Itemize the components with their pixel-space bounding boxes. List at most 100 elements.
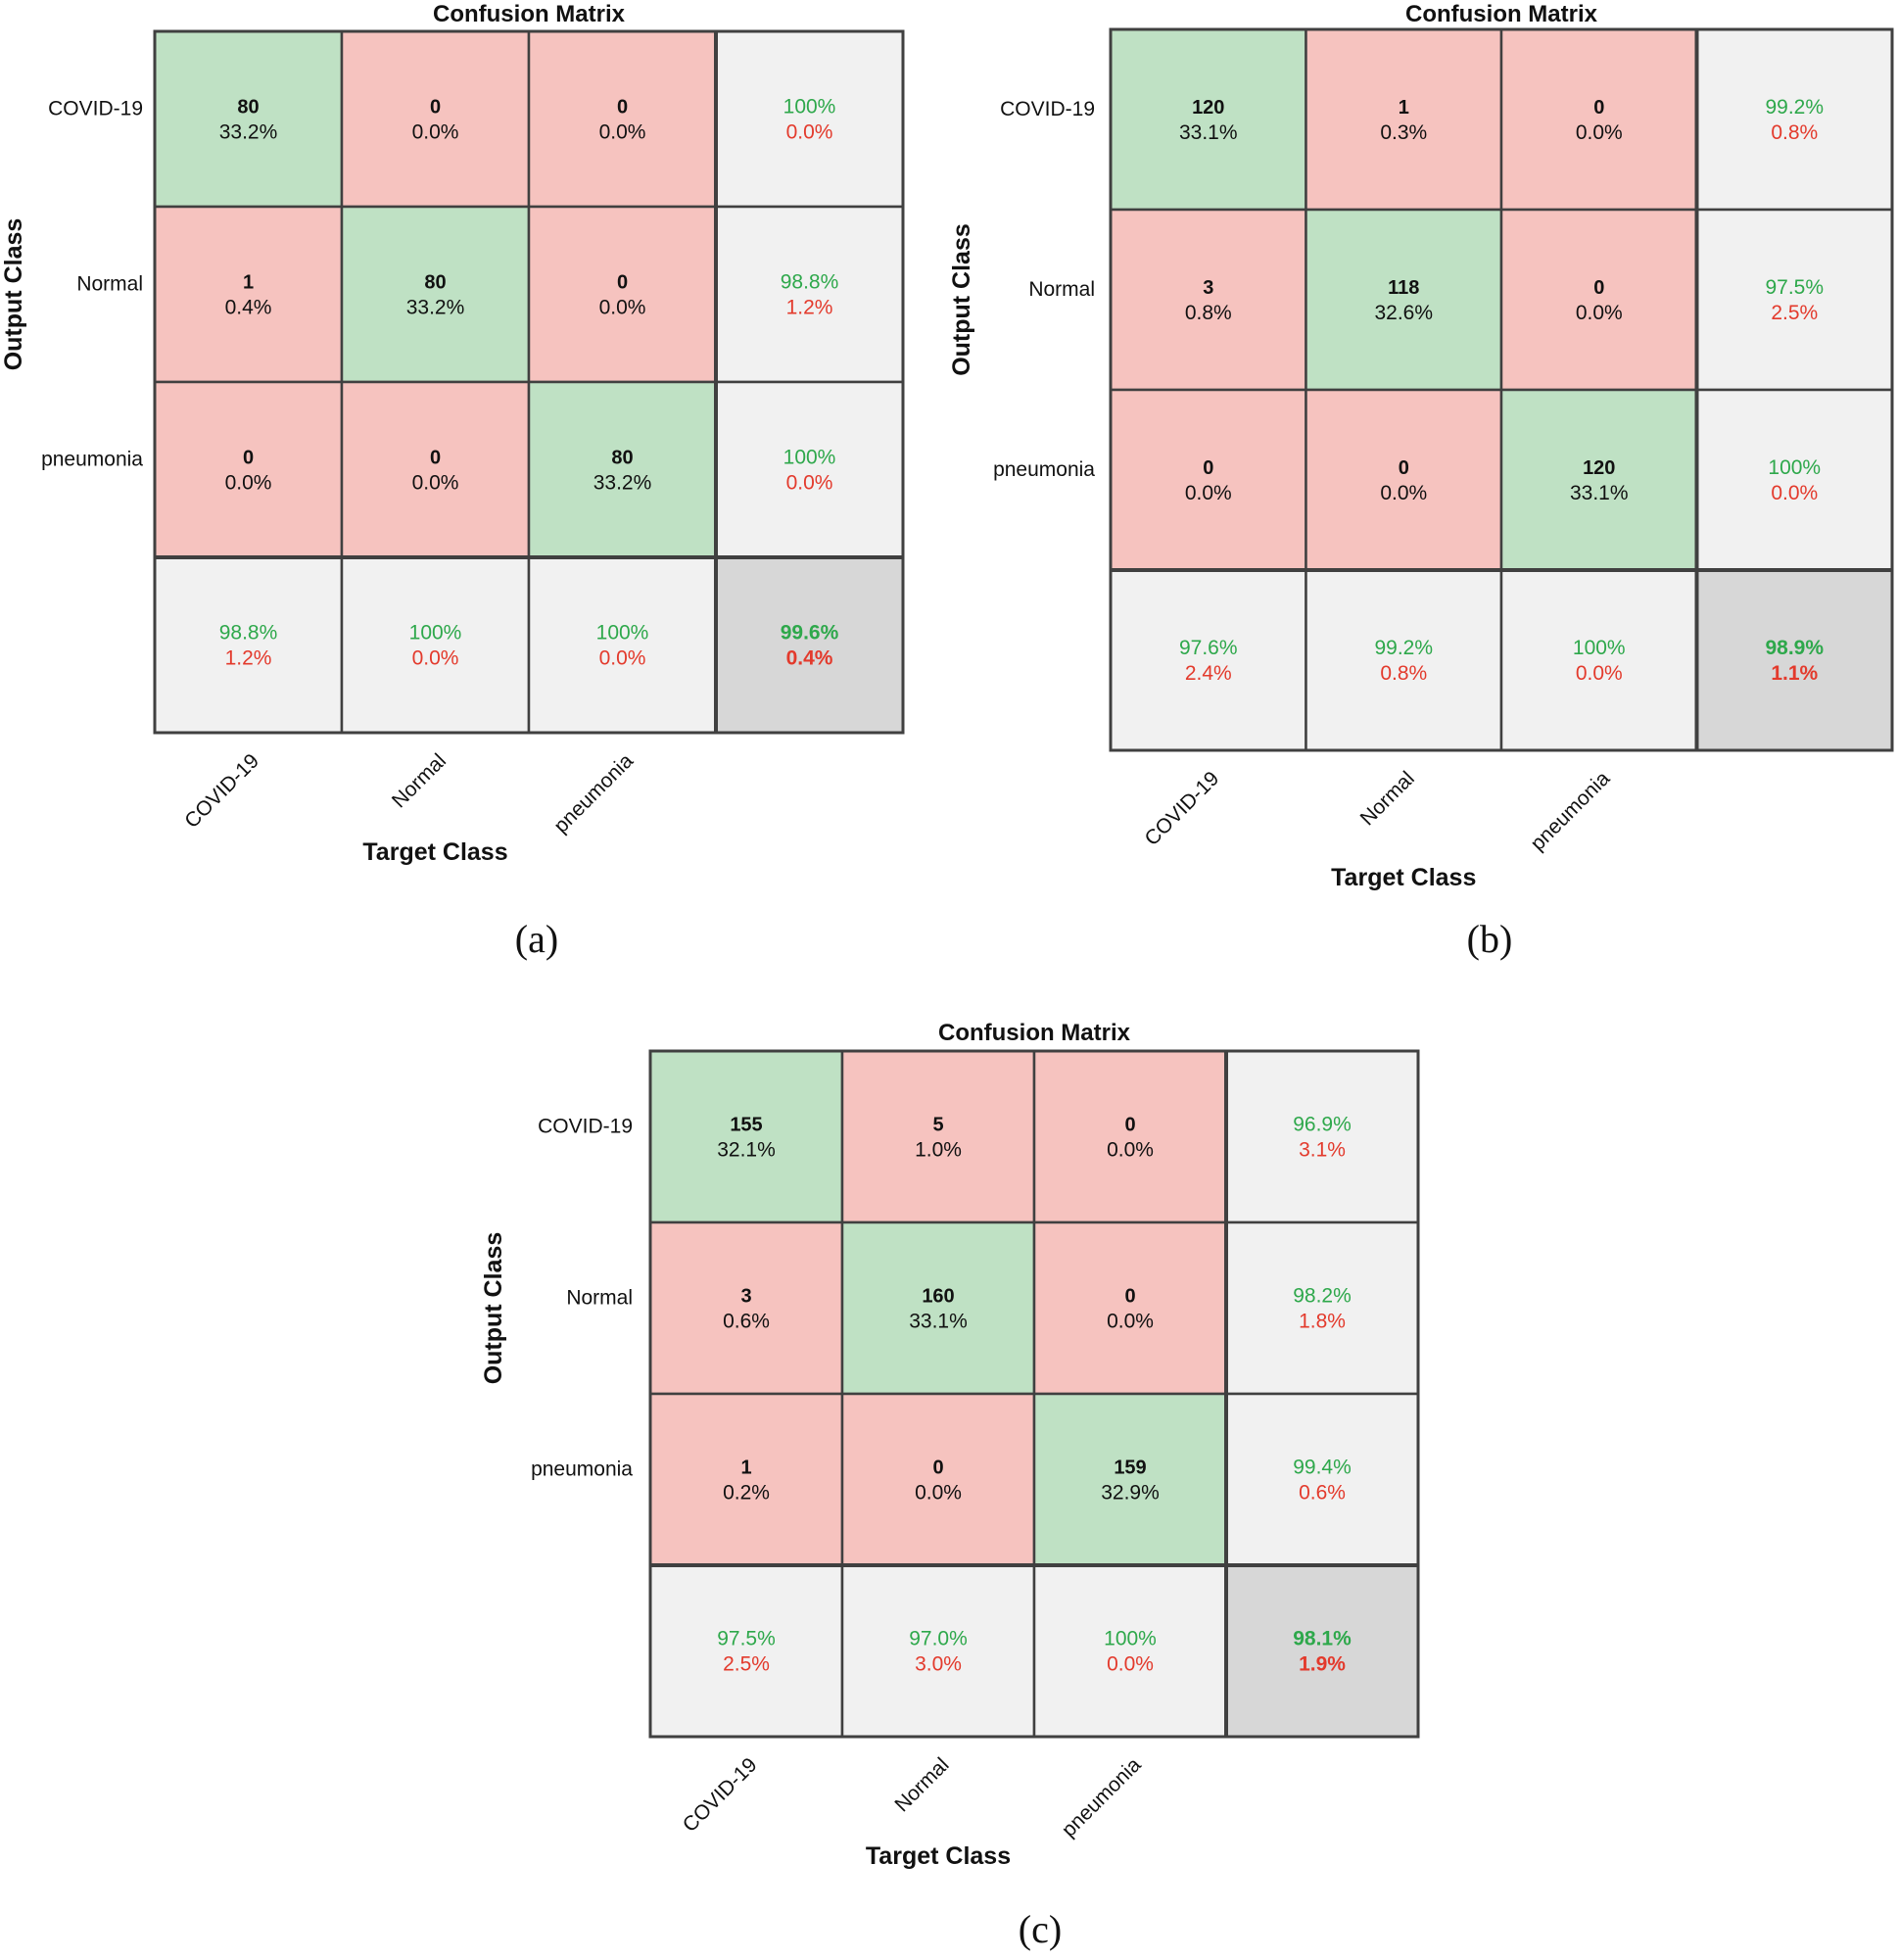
column-recall-error: 2.4% — [1185, 662, 1232, 685]
matrix-cell-r0-c0 — [153, 29, 344, 209]
overall-error: 0.4% — [786, 647, 833, 670]
matrix-cell-r3-c2 — [1499, 568, 1698, 752]
matrix-cell-r3-c0 — [648, 1563, 844, 1739]
row-precision-error: 2.5% — [1771, 302, 1818, 324]
cell-count: 0 — [1593, 97, 1604, 119]
chart-title: Confusion Matrix — [433, 1, 626, 27]
cell-count: 80 — [237, 97, 259, 119]
cell-percent: 0.0% — [1576, 121, 1623, 144]
cell-percent: 0.0% — [1380, 482, 1427, 504]
matrix-cell-r0-c0 — [1109, 27, 1307, 212]
x-tick-label: pneumonia — [549, 749, 638, 837]
row-precision-error: 1.8% — [1299, 1311, 1346, 1333]
overall-accuracy: 99.6% — [781, 622, 839, 645]
matrix-cell-r3-c3 — [1224, 1563, 1420, 1739]
x-tick-label: COVID-19 — [1141, 767, 1224, 850]
matrix-cell-r1-c2 — [1032, 1220, 1228, 1396]
matrix-cell-r2-c3 — [714, 380, 905, 559]
matrix-cell-r2-c1 — [1305, 388, 1503, 572]
column-recall-error: 0.0% — [599, 647, 646, 670]
matrix-cell-r0-c1 — [840, 1049, 1036, 1224]
confusion-matrix-panel-b: Confusion Matrix12033.1%10.3%00.0%99.2%0… — [948, 1, 1894, 961]
x-axis-label: Target Class — [362, 838, 507, 866]
matrix-border — [1109, 27, 1894, 752]
matrix-cell-r3-c1 — [1305, 568, 1503, 752]
cell-count: 0 — [617, 272, 628, 294]
cell-percent: 0.4% — [225, 297, 272, 319]
matrix-cell-r0-c2 — [1499, 27, 1698, 212]
cell-count: 5 — [932, 1115, 943, 1136]
cell-count: 0 — [1399, 457, 1409, 479]
cell-percent: 32.6% — [1374, 302, 1433, 324]
cell-percent: 0.6% — [723, 1311, 770, 1333]
cell-percent: 0.0% — [599, 121, 646, 144]
matrix-cell-r0-c1 — [340, 29, 531, 209]
matrix-cell-r3-c3 — [1695, 568, 1894, 752]
y-tick-label: pneumonia — [41, 449, 143, 471]
overall-accuracy: 98.1% — [1293, 1628, 1352, 1650]
row-precision-error: 0.8% — [1771, 121, 1818, 144]
y-tick-label: pneumonia — [531, 1458, 633, 1481]
cell-percent: 0.0% — [1185, 482, 1232, 504]
column-recall-correct: 97.0% — [909, 1628, 968, 1650]
column-recall-correct: 99.2% — [1374, 637, 1433, 659]
column-recall-correct: 100% — [596, 622, 649, 645]
cell-count: 118 — [1388, 277, 1419, 299]
cell-count: 0 — [243, 448, 254, 469]
cell-count: 1 — [740, 1458, 751, 1479]
column-recall-correct: 100% — [409, 622, 462, 645]
row-precision-correct: 96.9% — [1293, 1114, 1352, 1136]
matrix-cell-r2-c2 — [1499, 388, 1698, 572]
matrix-cell-r1-c2 — [1499, 208, 1698, 392]
matrix-cell-r1-c2 — [527, 205, 718, 384]
row-precision-error: 0.0% — [786, 472, 833, 495]
column-recall-correct: 98.8% — [219, 622, 278, 645]
column-recall-error: 3.0% — [915, 1653, 962, 1676]
matrix-cell-r3-c3 — [714, 555, 905, 735]
matrix-cell-r0-c2 — [1032, 1049, 1228, 1224]
cell-count: 80 — [611, 448, 633, 469]
column-recall-correct: 97.6% — [1179, 637, 1238, 659]
matrix-border — [153, 29, 905, 735]
x-tick-label: Normal — [388, 749, 451, 812]
matrix-cell-r2-c2 — [1032, 1392, 1228, 1567]
x-tick-label: pneumonia — [1527, 767, 1615, 855]
x-tick-label: pneumonia — [1058, 1753, 1146, 1841]
overall-error: 1.9% — [1299, 1653, 1346, 1676]
matrix-cell-r3-c0 — [1109, 568, 1307, 752]
column-recall-error: 1.2% — [225, 647, 272, 670]
y-axis-label: Output Class — [0, 218, 27, 371]
matrix-cell-r2-c1 — [340, 380, 531, 559]
matrix-cell-r1-c3 — [1695, 208, 1894, 392]
cell-percent: 0.0% — [412, 121, 459, 144]
overall-error: 1.1% — [1771, 662, 1818, 685]
cell-percent: 0.3% — [1380, 121, 1427, 144]
y-tick-label: Normal — [1028, 278, 1095, 301]
matrix-cell-r3-c2 — [1032, 1563, 1228, 1739]
cell-percent: 0.0% — [915, 1482, 962, 1505]
matrix-cell-r2-c0 — [153, 380, 344, 559]
cell-count: 0 — [617, 97, 628, 119]
cell-count: 159 — [1114, 1458, 1146, 1479]
matrix-cell-r0-c3 — [1695, 27, 1894, 212]
chart-title: Confusion Matrix — [938, 1020, 1131, 1046]
cell-percent: 0.0% — [599, 297, 646, 319]
row-precision-correct: 98.2% — [1293, 1285, 1352, 1308]
row-precision-error: 3.1% — [1299, 1139, 1346, 1162]
cell-count: 3 — [740, 1286, 751, 1308]
cell-percent: 0.0% — [225, 472, 272, 495]
matrix-cell-r2-c3 — [1695, 388, 1894, 572]
matrix-cell-r1-c1 — [840, 1220, 1036, 1396]
cell-percent: 0.0% — [1576, 302, 1623, 324]
row-precision-correct: 99.4% — [1293, 1457, 1352, 1479]
panel-caption: (a) — [515, 917, 558, 961]
matrix-cell-r1-c3 — [714, 205, 905, 384]
y-tick-label: COVID-19 — [1000, 98, 1095, 120]
cell-count: 0 — [1593, 277, 1604, 299]
matrix-cell-r2-c1 — [840, 1392, 1036, 1567]
column-recall-error: 0.8% — [1380, 662, 1427, 685]
confusion-matrix-panel-c: Confusion Matrix 155 32.1% 5 1.0% 0 0.0% 96.9% 3… — [480, 1020, 1420, 1951]
matrix-cell-r0-c0 — [648, 1049, 844, 1224]
cell-percent: 33.2% — [406, 297, 465, 319]
